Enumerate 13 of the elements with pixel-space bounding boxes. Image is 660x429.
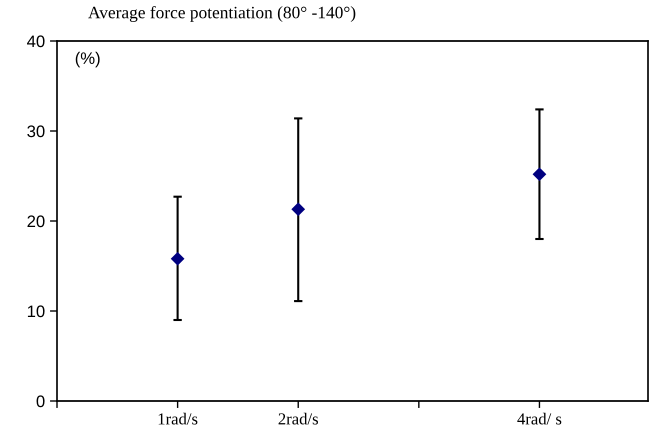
chart-title: Average force potentiation (80° -140°) bbox=[88, 6, 356, 22]
y-tick-label: 10 bbox=[28, 305, 45, 318]
x-tick-label: 4rad/ s bbox=[517, 412, 562, 425]
y-tick-label: 0 bbox=[36, 395, 45, 408]
point bbox=[532, 168, 546, 181]
y-tick-label: 40 bbox=[27, 35, 45, 48]
y-tick-label: 20 bbox=[27, 215, 45, 228]
x-tick-label: 1rad/s bbox=[158, 412, 198, 425]
point bbox=[292, 202, 305, 216]
x-tick-label: 2rad/s bbox=[278, 412, 318, 425]
y-tick-label: 30 bbox=[27, 125, 45, 138]
point bbox=[171, 252, 184, 266]
y-axis-title: (%) bbox=[76, 52, 100, 68]
